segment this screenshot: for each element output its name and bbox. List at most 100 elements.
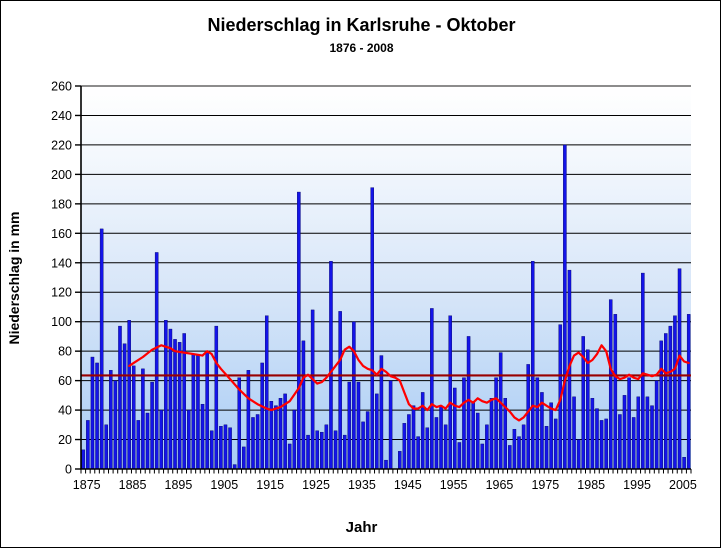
bar [315, 430, 319, 470]
bar [599, 420, 604, 470]
bar [150, 381, 154, 470]
bar [517, 436, 521, 470]
bar [654, 380, 659, 470]
bar [608, 299, 613, 470]
y-tick-label: 220 [51, 138, 72, 152]
bar [264, 315, 269, 470]
chart-title: Niederschlag in Karlsruhe - Oktober [207, 15, 516, 35]
bar [544, 426, 549, 470]
bar [682, 457, 686, 470]
bar [576, 439, 581, 470]
x-tick-label: 1885 [119, 478, 147, 492]
bar [631, 417, 636, 470]
bar [677, 268, 682, 470]
x-tick-label: 1995 [623, 478, 651, 492]
bar [462, 377, 466, 470]
bar [443, 424, 448, 470]
bar [553, 418, 558, 470]
bar [333, 430, 338, 470]
bar [645, 396, 650, 470]
y-tick-label: 80 [58, 345, 72, 359]
bar [475, 412, 480, 470]
bar [191, 353, 196, 470]
bar [365, 411, 370, 470]
bar [109, 370, 113, 470]
bar [535, 377, 540, 470]
bar [347, 381, 352, 470]
bar [668, 325, 673, 470]
bar [425, 427, 430, 470]
bar [136, 420, 141, 470]
bar [604, 418, 608, 470]
bar [549, 402, 553, 470]
y-tick-label: 40 [58, 404, 72, 418]
bar [260, 362, 264, 470]
bar [650, 405, 654, 470]
bar [118, 325, 122, 470]
y-axis-title: Niederschlag in mm [6, 211, 22, 345]
bar [131, 365, 136, 470]
bar [154, 252, 159, 470]
bar [242, 446, 246, 470]
bar [214, 325, 219, 470]
bar [563, 144, 567, 470]
bar [434, 417, 439, 470]
bar [379, 355, 384, 470]
bar [453, 387, 457, 470]
bar [228, 427, 232, 470]
bar [375, 393, 379, 470]
bar [86, 420, 90, 470]
x-tick-label: 1955 [440, 478, 468, 492]
bar [494, 377, 498, 470]
bar [402, 423, 407, 470]
bar [141, 368, 145, 470]
bar [420, 392, 425, 470]
bar [196, 355, 200, 470]
y-tick-label: 140 [51, 256, 72, 270]
bar [448, 315, 452, 470]
bar [521, 424, 526, 470]
bar [200, 403, 205, 470]
bar [122, 343, 127, 470]
bar [466, 336, 471, 470]
bar [352, 321, 356, 470]
bar [287, 443, 292, 470]
bar [269, 401, 274, 470]
bar [177, 342, 182, 470]
bar [342, 434, 347, 470]
bar [613, 314, 618, 470]
bar [485, 424, 489, 470]
bar [297, 191, 301, 470]
bar [255, 414, 260, 470]
bar [471, 402, 475, 470]
y-tick-label: 0 [65, 463, 72, 477]
y-tick-label: 200 [51, 168, 72, 182]
bar [480, 443, 485, 470]
bar [164, 320, 168, 470]
y-tick-label: 260 [51, 80, 72, 94]
x-tick-label: 1915 [256, 478, 284, 492]
x-tick-label: 1905 [210, 478, 238, 492]
bar [278, 398, 283, 470]
y-tick-label: 160 [51, 227, 72, 241]
bar [430, 308, 434, 470]
bar [659, 340, 663, 470]
plot-area [81, 86, 691, 469]
bar [398, 451, 402, 470]
bar [622, 395, 627, 470]
y-tick-label: 60 [58, 374, 72, 388]
bar [310, 309, 315, 470]
bar [388, 380, 393, 470]
bar [274, 405, 278, 470]
bar [664, 333, 668, 470]
bar [407, 414, 411, 470]
bar [306, 434, 310, 470]
bar [95, 362, 99, 470]
bar [618, 414, 622, 470]
bar [159, 409, 164, 470]
bar [641, 272, 645, 470]
bar [636, 396, 641, 470]
bar [292, 409, 297, 470]
bar [627, 377, 631, 470]
